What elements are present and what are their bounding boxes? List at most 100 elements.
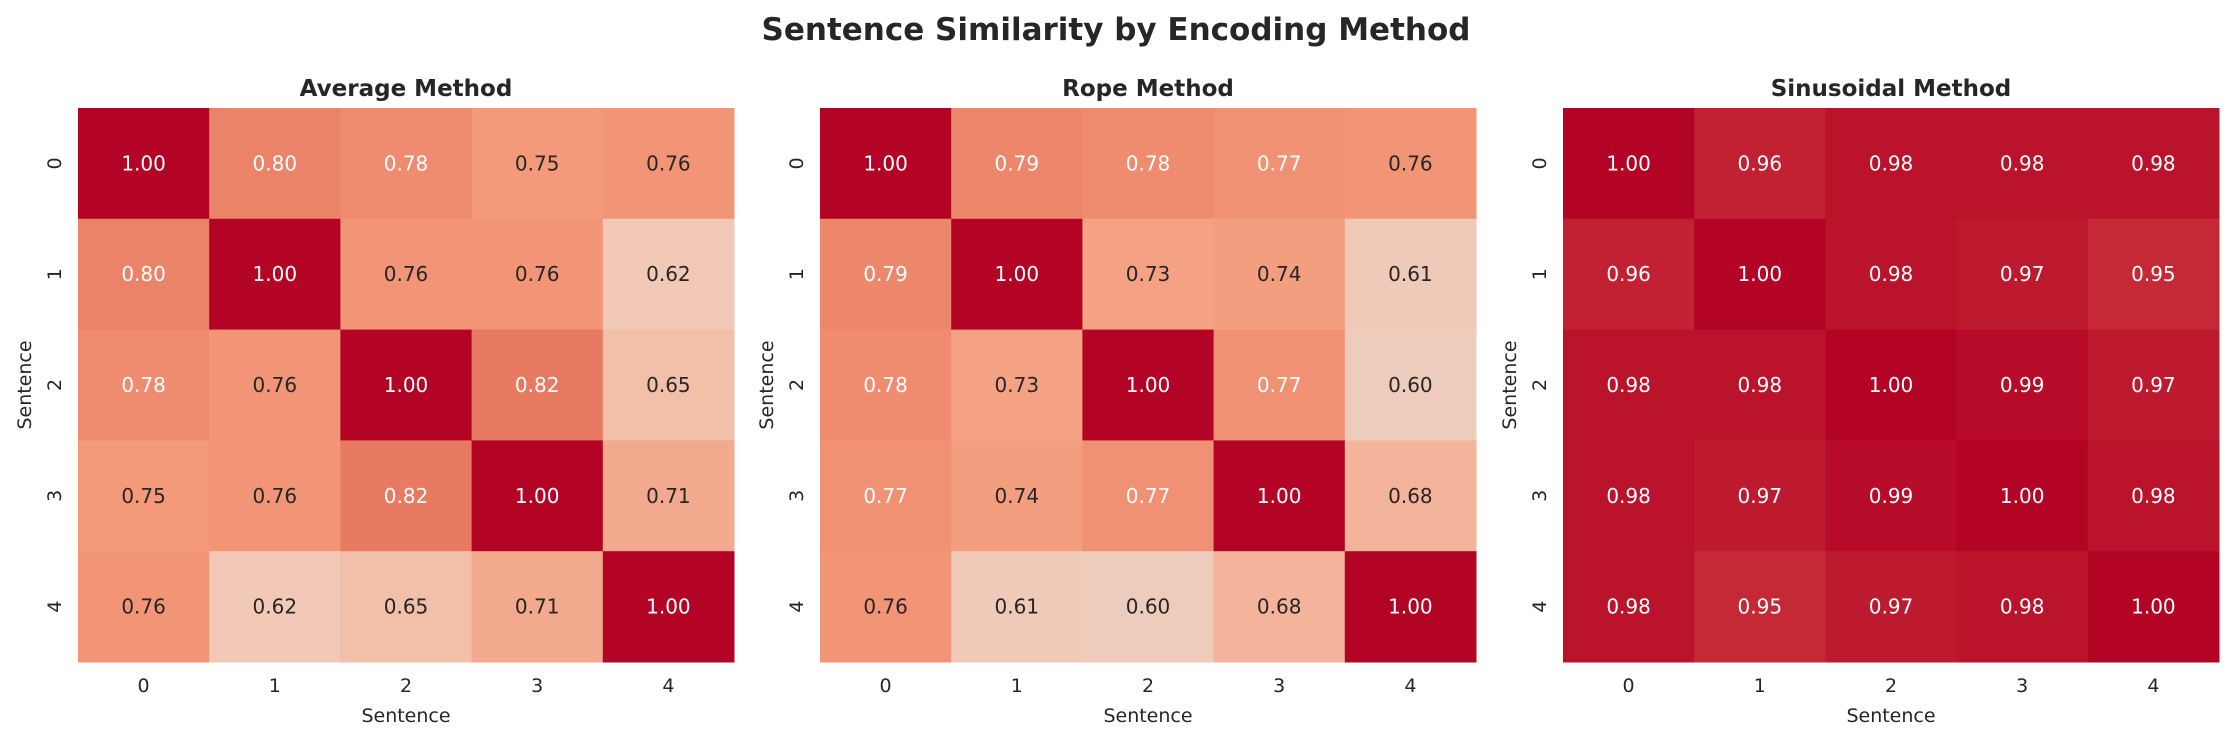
cell-label: 1.00 <box>1257 484 1302 508</box>
heatmap-cell <box>1956 329 2089 441</box>
cell-label: 0.95 <box>1738 595 1783 619</box>
heatmap-cell <box>340 329 473 441</box>
heatmap-cell <box>340 108 473 220</box>
cell-label: 0.99 <box>2000 373 2045 397</box>
heatmap-cell <box>951 440 1083 552</box>
cell-label: 0.62 <box>253 595 298 619</box>
heatmap-cell <box>340 218 473 331</box>
heatmap-cell <box>820 218 952 331</box>
y-axis-label: Sentence <box>14 340 36 429</box>
heatmap-cell <box>1956 551 2089 663</box>
heatmap-cell <box>78 440 210 552</box>
heatmap-cell <box>1694 440 1826 552</box>
cell-label: 0.98 <box>1606 595 1651 619</box>
heatmap-cell <box>471 329 604 441</box>
cell-label: 1.00 <box>515 484 560 508</box>
x-tick-label: 2 <box>1142 675 1154 697</box>
heatmap-cell <box>1344 108 1477 220</box>
heatmap-cell <box>340 551 473 663</box>
heatmap-cell <box>1956 218 2089 331</box>
cell-label: 1.00 <box>1126 373 1171 397</box>
heatmap-cell <box>209 440 341 552</box>
cell-label: 0.78 <box>384 151 429 175</box>
heatmap-cell <box>471 218 604 331</box>
cell-label: 0.62 <box>646 262 691 286</box>
cell-label: 1.00 <box>1388 595 1433 619</box>
heatmap-cell <box>2087 440 2220 552</box>
cell-label: 0.76 <box>646 151 691 175</box>
x-tick-label: 1 <box>1011 675 1023 697</box>
heatmap-cell <box>78 218 210 331</box>
cell-label: 0.76 <box>121 595 166 619</box>
heatmap-cell <box>1563 329 1695 441</box>
heatmap-cell <box>2087 329 2220 441</box>
cell-label: 0.98 <box>2131 484 2176 508</box>
cell-label: 1.00 <box>646 595 691 619</box>
x-tick-label: 4 <box>2147 675 2159 697</box>
cell-label: 0.76 <box>515 262 560 286</box>
heatmap-cell <box>1344 440 1477 552</box>
heatmap-cell <box>820 551 952 663</box>
heatmap-cell <box>209 551 341 663</box>
heatmap-cell <box>602 551 735 663</box>
x-tick-label: 3 <box>2016 675 2028 697</box>
cell-label: 0.68 <box>1257 595 1302 619</box>
heatmap-cell <box>1213 218 1346 331</box>
cell-label: 0.73 <box>995 373 1040 397</box>
heatmap-cell <box>1694 108 1826 220</box>
heatmap-cell <box>1213 551 1346 663</box>
cell-label: 0.65 <box>384 595 429 619</box>
heatmap-cell <box>1082 440 1215 552</box>
heatmap-cell <box>2087 551 2220 663</box>
cell-label: 0.97 <box>1869 595 1914 619</box>
heatmap-cell <box>1694 329 1826 441</box>
heatmap-cell <box>2087 108 2220 220</box>
y-tick-label: 2 <box>786 379 808 391</box>
cell-label: 1.00 <box>121 151 166 175</box>
heatmap-cell <box>209 218 341 331</box>
heatmap-cell <box>1563 218 1695 331</box>
cell-label: 0.74 <box>1257 262 1302 286</box>
y-tick-label: 4 <box>44 601 66 613</box>
y-tick-label: 1 <box>44 268 66 280</box>
heatmap-cell <box>340 440 473 552</box>
y-tick-label: 1 <box>786 268 808 280</box>
cell-label: 0.98 <box>2131 151 2176 175</box>
cell-label: 0.77 <box>1257 373 1302 397</box>
cell-label: 0.80 <box>121 262 166 286</box>
cell-label: 0.98 <box>2000 595 2045 619</box>
heatmap-cell <box>1825 329 1958 441</box>
cell-label: 0.60 <box>1126 595 1171 619</box>
x-axis-label: Sentence <box>1846 705 1935 727</box>
cell-label: 1.00 <box>384 373 429 397</box>
y-tick-label: 1 <box>1529 268 1551 280</box>
x-tick-label: 0 <box>1623 675 1635 697</box>
cell-label: 0.76 <box>863 595 908 619</box>
x-tick-label: 0 <box>138 675 150 697</box>
cell-label: 0.61 <box>1388 262 1433 286</box>
cell-label: 0.75 <box>121 484 166 508</box>
heatmap-cell <box>471 108 604 220</box>
cell-label: 1.00 <box>1606 151 1651 175</box>
heatmap-cell <box>1825 108 1958 220</box>
cell-label: 0.76 <box>384 262 429 286</box>
heatmap-cell <box>78 551 210 663</box>
heatmap-cell <box>820 440 952 552</box>
heatmap-cell <box>602 329 735 441</box>
cell-label: 0.61 <box>995 595 1040 619</box>
cell-label: 1.00 <box>2000 484 2045 508</box>
heatmap-cell <box>1082 108 1215 220</box>
cell-label: 0.82 <box>384 484 429 508</box>
heatmap-cell <box>951 329 1083 441</box>
heatmap-cell <box>1825 440 1958 552</box>
heatmap-cell <box>820 108 952 220</box>
cell-label: 0.77 <box>1126 484 1171 508</box>
heatmap-cell <box>1344 218 1477 331</box>
cell-label: 1.00 <box>253 262 298 286</box>
cell-label: 0.78 <box>863 373 908 397</box>
x-tick-label: 2 <box>400 675 412 697</box>
x-tick-label: 2 <box>1885 675 1897 697</box>
cell-label: 0.78 <box>1126 151 1171 175</box>
x-tick-label: 1 <box>269 675 281 697</box>
heatmap-cell <box>2087 218 2220 331</box>
